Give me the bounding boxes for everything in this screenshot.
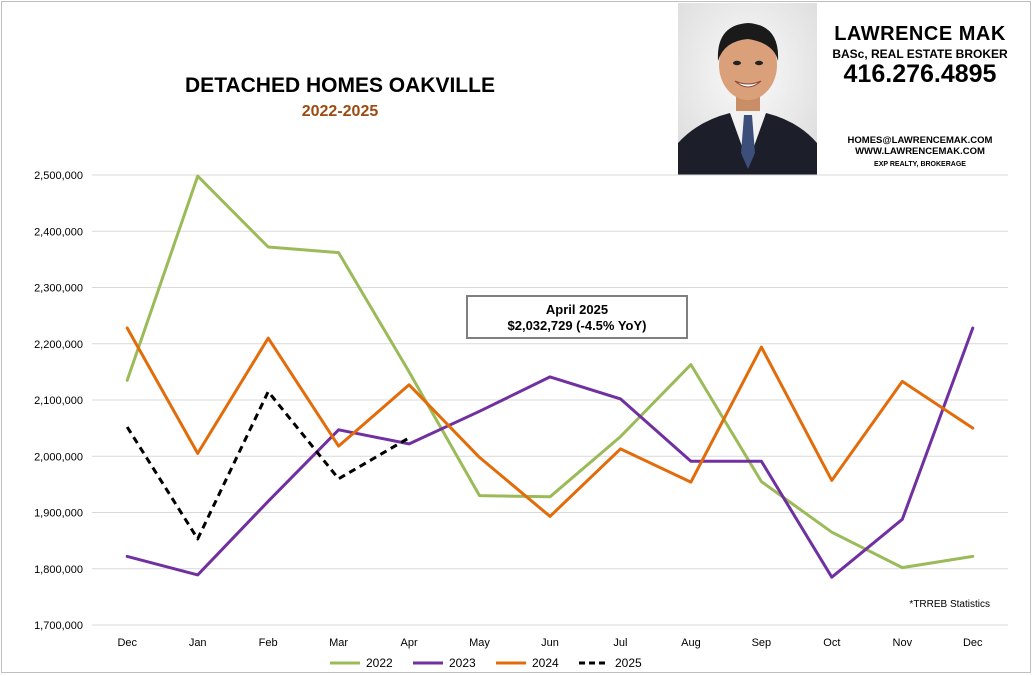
agent-email: HOMES@LAWRENCEMAK.COM xyxy=(847,135,993,146)
agent-photo xyxy=(678,3,817,175)
series-line-2025 xyxy=(125,390,410,541)
x-tick-label: Jan xyxy=(189,637,207,649)
x-tick-label: Sep xyxy=(752,637,772,649)
legend: 2022 2023 2024 2025 xyxy=(330,656,642,670)
x-tick-label: Nov xyxy=(893,637,913,649)
x-tick-label: Dec xyxy=(117,637,137,649)
annotation-box: April 2025 $2,032,729 (-4.5% YoY) xyxy=(466,295,688,339)
x-tick-label: Mar xyxy=(329,637,348,649)
annotation-line-1: April 2025 xyxy=(545,302,609,317)
legend-label-2023: 2023 xyxy=(449,656,476,670)
y-tick-label: 2,500,000 xyxy=(34,170,83,182)
series-line-2023 xyxy=(125,326,975,579)
y-tick-label: 2,300,000 xyxy=(34,283,83,295)
agent-phone: 416.276.4895 xyxy=(843,60,997,88)
agent-brokerage: EXP REALTY, BROKERAGE xyxy=(874,161,966,168)
y-axis-ticks: 1,700,000 1,800,000 1,900,000 2,000,000 2,10… xyxy=(34,170,83,632)
y-tick-label: 2,200,000 xyxy=(34,339,83,351)
y-tick-label: 1,700,000 xyxy=(34,620,83,632)
x-axis-ticks: Dec Jan Feb Mar Apr May Jun Jul Aug Sep Oct Nov Dec xyxy=(117,637,983,649)
annotation-line-2: $2,032,729 (-4.5% YoY) xyxy=(507,318,647,333)
y-tick-label: 2,100,000 xyxy=(34,395,83,407)
x-tick-label: Jul xyxy=(613,637,627,649)
source-note: *TRREB Statistics xyxy=(909,599,990,610)
series-line-2022 xyxy=(125,174,975,570)
chart-title: DETACHED HOMES OAKVILLE xyxy=(185,74,495,97)
legend-label-2022: 2022 xyxy=(366,656,393,670)
legend-label-2025: 2025 xyxy=(615,656,642,670)
agent-website: WWW.LAWRENCEMAK.COM xyxy=(855,146,985,157)
y-tick-label: 1,900,000 xyxy=(34,508,83,520)
x-tick-label: Aug xyxy=(681,637,701,649)
chart-subtitle: 2022-2025 xyxy=(301,103,379,120)
x-tick-label: Oct xyxy=(823,637,840,649)
y-tick-label: 1,800,000 xyxy=(34,564,83,576)
x-tick-label: Dec xyxy=(963,637,983,649)
gridlines xyxy=(92,174,1008,626)
x-tick-label: May xyxy=(469,637,490,649)
y-tick-label: 2,400,000 xyxy=(34,226,83,238)
x-tick-label: Apr xyxy=(401,637,418,649)
y-tick-label: 2,000,000 xyxy=(34,451,83,463)
x-tick-label: Feb xyxy=(259,637,278,649)
agent-name: LAWRENCE MAK xyxy=(834,23,1006,45)
x-tick-label: Jun xyxy=(541,637,559,649)
series-line-2024 xyxy=(125,326,975,518)
agent-title: BASc, REAL ESTATE BROKER xyxy=(832,47,1008,61)
series-lines xyxy=(125,174,975,579)
legend-label-2024: 2024 xyxy=(532,656,559,670)
